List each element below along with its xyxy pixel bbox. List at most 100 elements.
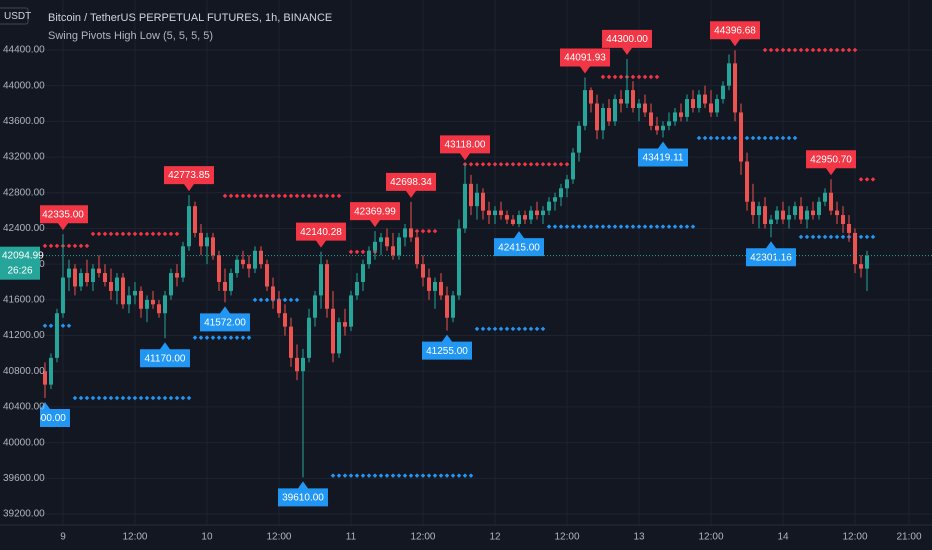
candle-body	[649, 112, 654, 126]
level-dot	[522, 326, 528, 332]
x-tick-label: 12:00	[843, 532, 868, 543]
candle-body	[378, 237, 383, 242]
level-dot	[480, 326, 486, 332]
level-dot	[354, 473, 360, 478]
level-dot	[456, 473, 462, 478]
candle-body	[829, 192, 834, 211]
candle-body	[96, 268, 101, 274]
pivot-label-box	[494, 231, 545, 257]
level-dot	[474, 326, 480, 332]
level-dot	[486, 326, 492, 332]
level-dot	[138, 395, 144, 401]
pivot-label-box	[638, 141, 689, 167]
candle-body	[547, 201, 552, 211]
pivot-label: 42369.99	[354, 206, 396, 217]
level-dot	[420, 228, 426, 234]
pivot-label: 42335.00	[42, 209, 84, 220]
pivot-label: 40500.00	[24, 413, 66, 424]
level-dot	[288, 297, 294, 303]
pivot-label-box	[139, 342, 190, 368]
y-tick-label: 44400.00	[3, 45, 45, 56]
candle-body	[270, 286, 275, 300]
candle-body	[715, 99, 720, 113]
last-price-label: 42094.99	[2, 250, 44, 261]
candle-body	[78, 273, 83, 287]
candle-body	[222, 281, 227, 291]
pivot-label-box	[746, 241, 797, 267]
x-tick-label: 12:00	[410, 532, 435, 543]
candle-body	[781, 210, 786, 220]
candle-body	[793, 206, 798, 216]
level-dot	[504, 161, 510, 167]
candle-body	[426, 277, 431, 291]
y-tick-label: 43200.00	[3, 152, 45, 163]
candle-body	[607, 107, 612, 122]
price-axis: 39200.00 39600.00 40000.00 40400.00 40800.00…	[0, 0, 45, 525]
candle-body	[553, 197, 558, 202]
pivot-label: 41170.00	[145, 353, 186, 364]
level-dot	[72, 243, 78, 249]
pivot-label-box	[40, 402, 70, 428]
pivot-label: 39610.00	[282, 493, 324, 504]
level-dot	[402, 473, 408, 478]
level-dot	[108, 231, 114, 237]
candle-body	[336, 322, 341, 354]
candle-body	[324, 264, 329, 309]
candle-body	[114, 277, 119, 291]
pivot-label: 43419.11	[643, 153, 684, 164]
x-tick-label: 21:00	[897, 532, 922, 543]
level-dot	[438, 473, 444, 478]
pivot-label: 42950.70	[810, 154, 852, 165]
candle-body	[408, 228, 413, 238]
level-dot	[414, 473, 420, 478]
candle-body	[505, 215, 510, 220]
level-dot	[354, 249, 360, 255]
level-dot	[510, 161, 516, 167]
level-dot	[420, 473, 426, 478]
candle-body	[138, 290, 143, 309]
candle-body	[697, 94, 702, 108]
candle-body	[156, 304, 161, 314]
candle-body	[366, 250, 371, 265]
level-dot	[486, 161, 492, 167]
pivot-label-box	[385, 172, 436, 198]
pivot-label-box	[560, 48, 611, 74]
level-dot	[228, 335, 234, 340]
candle-body	[637, 103, 642, 108]
level-dot	[78, 243, 84, 249]
y-tick-label: 39600.00	[3, 473, 45, 484]
candle-body	[48, 357, 53, 385]
candle-body	[90, 268, 95, 282]
indicator-title: Swing Pivots High Low (5, 5, 5, 5)	[48, 30, 213, 42]
pivot-label-box	[199, 306, 250, 332]
candle-body	[787, 215, 792, 220]
level-dot	[366, 473, 372, 478]
candle-body	[745, 161, 750, 202]
x-tick-label: 12:00	[554, 532, 579, 543]
candle-body	[420, 264, 425, 278]
level-dot	[288, 193, 294, 199]
candle-body	[144, 299, 149, 309]
level-dot	[516, 326, 522, 332]
candle-body	[252, 250, 257, 269]
level-dot	[372, 473, 378, 478]
candle-body	[667, 121, 672, 126]
level-dot	[378, 473, 384, 478]
currency-box[interactable]	[0, 7, 29, 25]
level-dot	[462, 473, 468, 478]
level-dot	[498, 161, 504, 167]
candle-body	[402, 228, 407, 238]
pivot-label: 42301.16	[750, 252, 792, 263]
candle-body	[54, 313, 59, 358]
candle-body	[517, 215, 522, 224]
chart-title: Bitcoin / TetherUS PERPETUAL FUTURES, 1h…	[48, 12, 332, 24]
level-dot	[294, 297, 300, 303]
candle-body	[757, 206, 762, 216]
candle-body	[775, 210, 780, 220]
candle-body	[354, 281, 359, 296]
candle-body	[619, 99, 624, 104]
pivot-label-box	[163, 166, 214, 192]
y-tick-label: 39200.00	[3, 509, 45, 520]
level-dot	[96, 231, 102, 237]
